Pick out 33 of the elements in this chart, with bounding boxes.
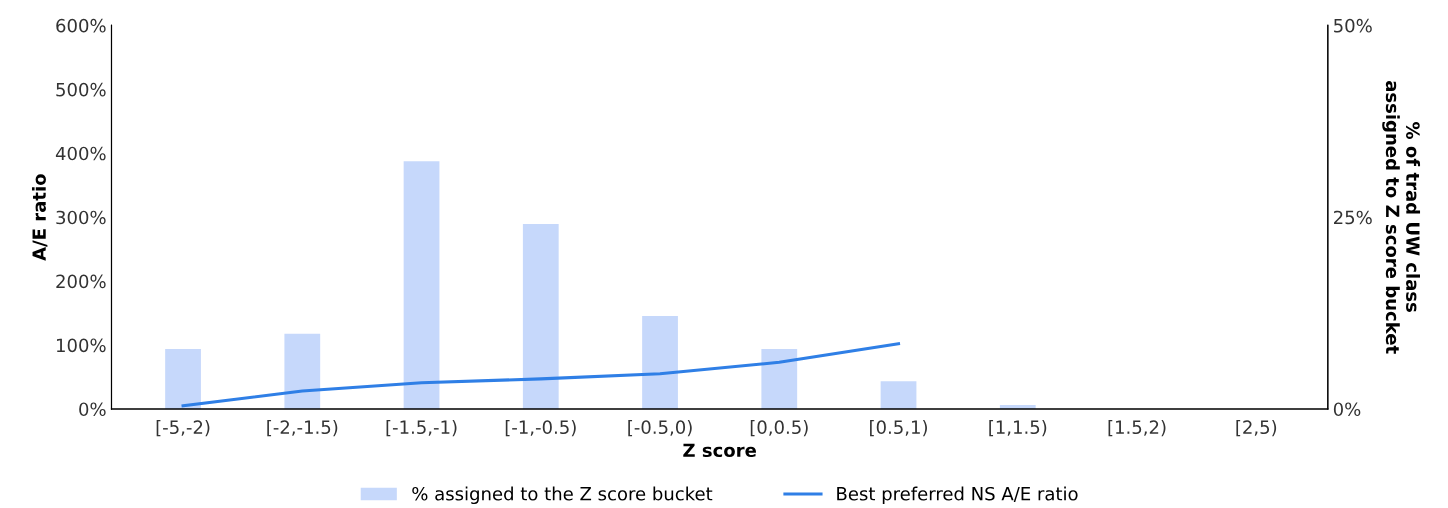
x-tick-label: [-1,-0.5) bbox=[505, 420, 576, 437]
x-tick-label: [1.5,2) bbox=[1108, 420, 1166, 437]
y-tick-label: 0% bbox=[79, 402, 106, 417]
y-axis-title: A/E ratio bbox=[31, 174, 48, 261]
y-tick-label: 200% bbox=[56, 274, 106, 289]
x-tick-label: [-1.5,-1) bbox=[386, 420, 457, 437]
x-tick-label: [-2,-1.5) bbox=[267, 420, 338, 437]
y2-tick-label: 50% bbox=[1334, 18, 1372, 33]
x-tick-label: [0,0.5) bbox=[750, 420, 808, 437]
x-tick-label: [-0.5,0) bbox=[628, 420, 692, 437]
y2-axis-title: % of trad UW class assigned to Z score bucket bbox=[1382, 80, 1421, 354]
bar bbox=[522, 224, 559, 409]
bar bbox=[165, 349, 201, 409]
line-series bbox=[181, 342, 901, 408]
x-tick-label: [-5,-2) bbox=[156, 420, 210, 437]
legend-label: % assigned to the Z score bucket bbox=[412, 486, 713, 505]
y-tick-label: 600% bbox=[56, 18, 106, 33]
bar bbox=[403, 161, 440, 409]
y-tick-label: 500% bbox=[56, 82, 106, 97]
y-tick-label: 100% bbox=[57, 338, 106, 353]
x-tick-label: [1,1.5) bbox=[989, 420, 1047, 437]
x-axis-title: Z score bbox=[683, 443, 756, 458]
bar bbox=[284, 333, 321, 409]
x-tick-label: [2,5) bbox=[1236, 420, 1277, 437]
bar bbox=[880, 381, 917, 409]
bar bbox=[642, 316, 678, 409]
y-tick-label: 300% bbox=[56, 210, 106, 225]
y2-tick-label: 25% bbox=[1334, 210, 1372, 225]
legend-label: Best preferred NS A/E ratio bbox=[837, 486, 1078, 505]
y-tick-label: 400% bbox=[55, 146, 106, 161]
bar bbox=[761, 349, 798, 409]
x-tick-label: [0.5,1) bbox=[870, 420, 927, 437]
y2-tick-label: 0% bbox=[1333, 402, 1361, 417]
